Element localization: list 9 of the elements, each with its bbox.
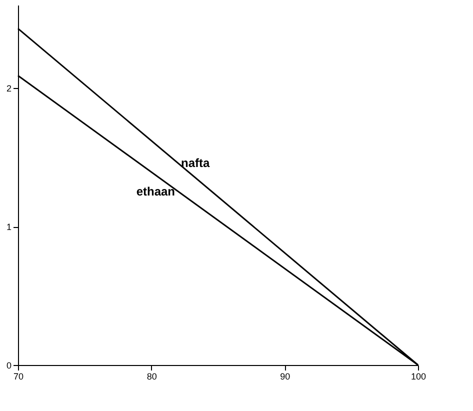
x-tick-label: 80	[146, 372, 157, 382]
y-tick-label: 2	[6, 84, 12, 94]
y-tick-label: 1	[6, 222, 12, 232]
x-tick-label: 100	[410, 372, 426, 382]
x-tick-label: 90	[280, 372, 290, 382]
series-label: ethaan	[136, 184, 175, 198]
y-tick-label: 0	[6, 360, 12, 370]
x-tick-label: 70	[13, 372, 24, 382]
series-label: nafta	[181, 156, 210, 170]
